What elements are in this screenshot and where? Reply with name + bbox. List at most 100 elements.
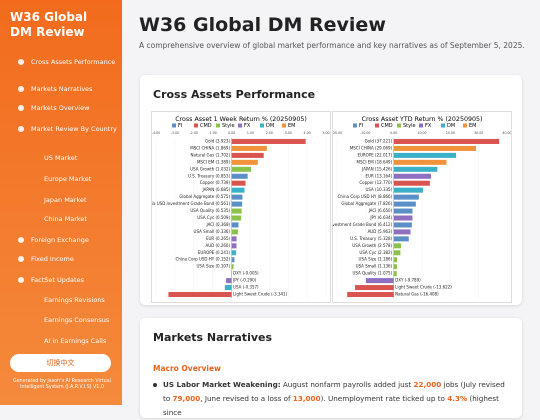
bar — [394, 250, 401, 255]
bar-label: AUD (5.963) — [368, 229, 393, 234]
nav-icon — [18, 237, 24, 243]
legend-label: FX — [425, 123, 432, 129]
footer: Generated by Jason's AI Research Virtual… — [8, 379, 116, 391]
x-tick-label: -10.00 — [360, 131, 370, 135]
text-run: 22,000 — [414, 380, 442, 389]
legend-label: CMD — [381, 123, 393, 129]
bar — [394, 243, 401, 248]
bar — [232, 222, 239, 227]
bar-label: USA Growth (2.578) — [352, 243, 392, 248]
bar-label: Global Aggregate (7.826) — [341, 201, 392, 206]
nav-item[interactable]: Fixed Income — [0, 255, 122, 263]
bar-label: Gold (3.923) — [205, 138, 230, 143]
bar — [355, 285, 394, 290]
bar — [232, 202, 243, 207]
language-button[interactable]: 切换中文 — [10, 354, 111, 372]
bar-label: JAPAN (0.685) — [201, 187, 230, 192]
nav-item[interactable]: Europe Market — [0, 175, 122, 183]
text-run: US Labor Market Weakening: — [163, 380, 281, 389]
bar-label: Copper (0.739) — [200, 180, 231, 185]
x-tick-label: 2.00 — [266, 131, 273, 135]
nav-label: AI in Earnings Calls — [44, 337, 106, 345]
bar — [168, 292, 231, 297]
nav-label: FactSet Updates — [31, 276, 84, 284]
legend-swatch — [194, 124, 198, 128]
bar-label: USA Quality (1.075) — [352, 271, 392, 276]
nav-item[interactable]: Markets Narratives — [0, 85, 122, 93]
chart: Cross Asset YTD Return % (20250905)FI CMD… — [333, 112, 511, 302]
sidebar-title: W36 Global DM Review — [0, 0, 122, 40]
bar — [394, 229, 411, 234]
nav-label: Earnings Consensus — [44, 316, 109, 324]
nav-label: Foreign Exchange — [31, 236, 89, 244]
nav-item[interactable]: FactSet Updates — [0, 276, 122, 284]
nav-icon — [18, 105, 24, 111]
bar — [226, 278, 231, 283]
chart-title: Cross Asset YTD Return % (20250905) — [362, 116, 483, 123]
bar-label: USA Quality (0.535) — [190, 208, 230, 213]
bar-label: USA Small (1.136) — [356, 264, 393, 269]
legend-label: FX — [244, 123, 251, 129]
nav-item[interactable]: US Market — [0, 154, 122, 162]
bar — [232, 257, 235, 262]
bar — [232, 264, 234, 269]
x-tick-label: 4.00 — [304, 131, 311, 135]
bar — [232, 153, 264, 158]
bar — [394, 222, 412, 227]
nav-item[interactable]: Earnings Revisions — [0, 296, 122, 304]
bar — [232, 229, 238, 234]
bar-label: DXY (-9.789) — [395, 278, 421, 283]
nav-item[interactable]: Markets Overview — [0, 104, 122, 112]
bar — [232, 160, 258, 165]
legend-swatch — [238, 124, 242, 128]
page: W36 Global DM Review Cross Assets Perfor… — [0, 0, 540, 405]
nav-label: Market Review By Country — [31, 125, 117, 133]
chart-title: Cross Asset 1 Week Return % (20250905) — [175, 116, 307, 123]
bar — [232, 243, 237, 248]
bar-label: Light Sweet Crude (-3.341) — [233, 292, 288, 297]
nav-label: US Market — [44, 154, 77, 162]
subheading: Macro Overview — [153, 362, 513, 376]
bar — [394, 181, 430, 186]
legend-swatch — [353, 124, 357, 128]
x-tick-label: -20.00 — [333, 131, 342, 135]
bar — [394, 209, 413, 214]
bar-label: USA Growth (1.032) — [190, 166, 230, 171]
bar-label: Gold (37.221) — [365, 138, 393, 143]
chart: Cross Asset 1 Week Return % (20250905)FI… — [152, 112, 330, 302]
nav-item[interactable]: China Market — [0, 215, 122, 223]
bar-label: JPY (6.634) — [369, 215, 392, 220]
bar — [232, 174, 248, 179]
bar — [347, 292, 393, 297]
nav-item[interactable]: Japan Market — [0, 196, 122, 204]
legend-label: FI — [359, 123, 363, 129]
bar-label: U.S. Treasury (5.328) — [350, 236, 393, 241]
nav-icon — [18, 126, 24, 132]
bar-label: U.S. Treasury (0.853) — [188, 173, 231, 178]
bar-label: JAPAN (15.426) — [361, 166, 393, 171]
bar-label: JACI (0.368) — [205, 222, 230, 227]
nav-item[interactable]: Earnings Consensus — [0, 316, 122, 324]
bar — [232, 139, 306, 144]
bar — [394, 146, 476, 151]
bar-label: China Corp USD HY (8.866) — [338, 194, 393, 199]
bar-label: USA Cyc (2.382) — [359, 250, 392, 255]
legend-swatch — [463, 124, 467, 128]
nav-icon — [18, 86, 24, 92]
nav-item[interactable]: AI in Earnings Calls — [0, 337, 122, 345]
bar — [394, 271, 397, 276]
nav-item[interactable]: Cross Assets Performance — [0, 58, 122, 66]
x-tick-label: -3.00 — [171, 131, 179, 135]
text-run: ). Unemployment rate ticked up to — [321, 394, 448, 403]
nav-item[interactable]: Market Review By Country — [0, 125, 122, 133]
bar-label: EUROPE (22.017) — [357, 152, 392, 157]
legend-label: DM — [266, 123, 274, 129]
bar — [232, 188, 245, 193]
legend-label: DM — [447, 123, 455, 129]
bar — [232, 146, 267, 151]
sidebar: W36 Global DM Review Cross Assets Perfor… — [0, 0, 122, 405]
nav-label: China Market — [44, 215, 87, 223]
bar — [232, 215, 242, 220]
nav-item[interactable]: Foreign Exchange — [0, 236, 122, 244]
